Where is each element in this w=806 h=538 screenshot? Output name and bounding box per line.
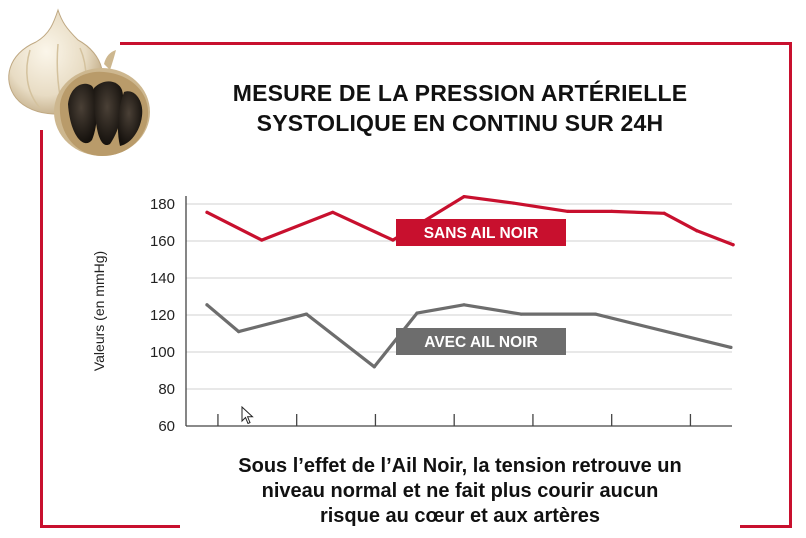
series-point-1-9 (662, 211, 666, 215)
series-point-1-8 (610, 209, 614, 213)
frame-bottom-right (740, 525, 792, 528)
frame-top (120, 42, 792, 45)
series-point-1-5 (462, 195, 466, 199)
series-point-2-3 (304, 312, 309, 316)
frame-left (40, 130, 43, 528)
series-point-2-8 (593, 312, 597, 316)
chart-title-line-2: SYSTOLIQUE EN CONTINU SUR 24H (256, 110, 664, 136)
series-point-2-6 (462, 303, 466, 307)
mouse-cursor-icon (241, 406, 254, 425)
legend-sans-ail-noir-box (396, 219, 566, 246)
caption-line-1: Sous l’effet de l’Ail Noir, la tension r… (238, 455, 682, 477)
y-tick-label-160: 160 (150, 233, 175, 250)
series-point-1-6 (511, 201, 515, 205)
series-point-1-7 (566, 209, 570, 213)
series-point-1-4 (391, 238, 395, 242)
caption-line-2: niveau normal et ne fait plus courir auc… (261, 480, 659, 502)
black-garlic-illustration (8, 8, 150, 156)
caption-line-3: risque au cœur et aux artères (319, 505, 601, 527)
chart-caption: Sous l’effet de l’Ail Noir, la tension r… (180, 454, 740, 529)
y-tick-label-120: 120 (150, 307, 175, 324)
series-point-1-1 (205, 210, 209, 214)
frame-bottom-left (40, 525, 180, 528)
series-point-2-5 (415, 311, 419, 315)
series-point-2-7 (519, 312, 523, 316)
series-point-2-2 (237, 330, 241, 334)
legend-sans-ail-noir-label: SANS AIL NOIR (424, 225, 539, 242)
y-tick-label-180: 180 (150, 196, 175, 213)
y-axis-label: Valeurs (en mmHg) (91, 251, 107, 371)
series-point-2-4 (372, 365, 376, 369)
y-tick-label-80: 80 (158, 381, 175, 398)
y-tick-label-100: 100 (150, 344, 175, 361)
series-point-2-9 (729, 345, 733, 349)
chart-title-line-1: MESURE DE LA PRESSION ARTÉRIELLE (232, 80, 688, 106)
y-tick-label-140: 140 (150, 270, 175, 287)
legend-avec-ail-noir-box (396, 328, 566, 355)
frame-right (789, 42, 792, 528)
series-point-1-2 (260, 238, 264, 242)
series-point-1-3 (331, 210, 335, 214)
chart-title: MESURE DE LA PRESSION ARTÉRIELLE SYSTOLI… (150, 78, 770, 138)
y-tick-label-60: 60 (158, 418, 175, 435)
series-point-2-1 (205, 303, 209, 307)
series-point-1-10 (695, 229, 699, 233)
series-point-1-11 (731, 243, 735, 247)
legend-avec-ail-noir-label: AVEC AIL NOIR (424, 334, 537, 351)
